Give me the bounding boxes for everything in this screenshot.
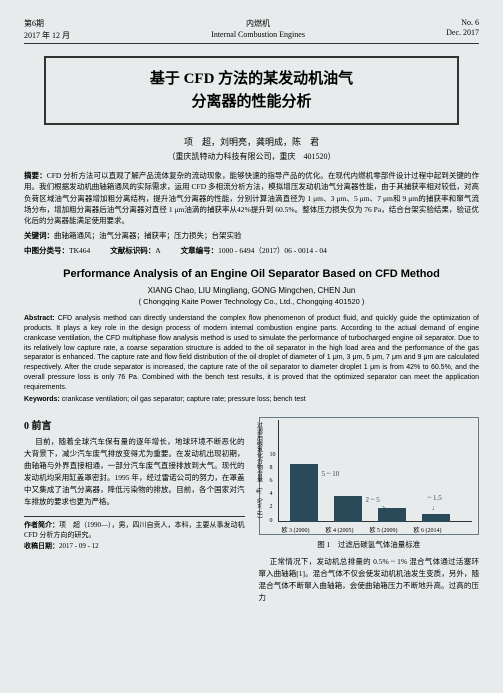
paragraph-2: 正常情况下，发动机总排量的 0.5% ~ 1% 混合气体通过活塞环窜入曲轴箱[1… [259, 556, 480, 604]
affiliation-en: ( Chongqing Kaite Power Technology Co., … [24, 297, 479, 306]
authors-cn: 项 超，刘明亮，龚明成，陈 君 [24, 135, 479, 148]
artno-label: 文章编号： [181, 246, 219, 255]
keywords-cn: 关键词：曲轴箱通风；油气分离器；捕获率；压力损失；台架实验 [24, 230, 479, 241]
ytick: 6 [270, 478, 273, 484]
keywords-cn-text: 曲轴箱通风；油气分离器；捕获率；压力损失；台架实验 [54, 231, 242, 240]
chart-bar [422, 514, 450, 522]
bar-label: 5 ~ 10 [322, 470, 340, 478]
title-en: Performance Analysis of an Engine Oil Se… [24, 268, 479, 280]
clc-label: 中图分类号： [24, 246, 69, 255]
figure-1-chart: 过滤后碳氢化合物含量 （g/（kW·h）） 10 8 6 4 2 0 5 ~ 1… [259, 417, 480, 535]
xtick: 欧 4 (2005) [326, 525, 354, 534]
header-no: No. 6 [446, 18, 479, 27]
keywords-en: Keywords: crankcase ventilation; oil gas… [24, 396, 479, 403]
bar-label: ~ 1.5 [428, 494, 442, 502]
chart-ylabel: 过滤后碳氢化合物含量 （g/（kW·h）） [256, 422, 262, 523]
ytick: 10 [270, 452, 276, 458]
keywords-en-text: crankcase ventilation; oil gas separator… [62, 396, 306, 403]
receive-date-label: 收稿日期： [24, 542, 59, 550]
abstract-cn: 摘要：CFD 分析方法可以直观了解产品流体复杂的流动现象，能够快速的指导产品的优… [24, 170, 479, 226]
doccode-value: A [155, 246, 160, 255]
keywords-cn-label: 关键词： [24, 231, 54, 240]
paragraph-1: 目前，随着全球汽车保有量的逐年增长，地球环境不断恶化的大背景下，减少汽车废气排放… [24, 436, 245, 508]
chart-bar [334, 496, 362, 522]
title-cn-line1: 基于 CFD 方法的某发动机油气 [60, 68, 443, 91]
abstract-cn-text: CFD 分析方法可以直观了解产品流体复杂的流动现象，能够快速的指导产品的优化。在… [24, 171, 479, 225]
page-header: 第6期 2017 年 12 月 内燃机 Internal Combustion … [24, 18, 479, 44]
ytick: 0 [270, 518, 273, 524]
issue-date: 2017 年 12 月 [24, 30, 70, 41]
title-cn-line2: 分离器的性能分析 [60, 91, 443, 114]
artno-value: 1000 - 6494（2017）06 - 0014 - 04 [218, 246, 327, 255]
body-columns: 0 前言 目前，随着全球汽车保有量的逐年增长，地球环境不断恶化的大背景下，减少汽… [24, 417, 479, 604]
clc-value: TK464 [69, 246, 90, 255]
author-bio-label: 作者简介： [24, 521, 59, 529]
arrow-icon: ↓ [432, 504, 436, 512]
figure-1-caption: 图 1 过滤后碳氢气体油量标准 [259, 539, 480, 550]
receive-date: 2017 - 09 - 12 [59, 542, 99, 550]
meta-row: 中图分类号：TK464 文献标识码：A 文章编号：1000 - 6494（201… [24, 245, 479, 256]
abstract-en-label: Abstract: [24, 315, 55, 322]
bar-label: 2 ~ 5 [366, 496, 380, 504]
issue-number: 第6期 [24, 18, 70, 29]
affiliation-cn: （重庆凯特动力科技有限公司，重庆 401520） [24, 151, 479, 162]
abstract-en: Abstract: CFD analysis method can direct… [24, 314, 479, 392]
journal-cn: 内燃机 [211, 18, 305, 29]
xtick: 欧 6 (2014) [414, 525, 442, 534]
xtick: 欧 5 (2009) [370, 525, 398, 534]
chart-bar [378, 508, 406, 522]
chart-bar [290, 464, 318, 522]
section-0-heading: 0 前言 [24, 417, 245, 432]
abstract-cn-label: 摘要： [24, 171, 47, 180]
keywords-en-label: Keywords: [24, 396, 60, 403]
title-box: 基于 CFD 方法的某发动机油气 分离器的性能分析 [44, 56, 459, 125]
chart-yaxis [278, 420, 279, 522]
ytick: 4 [270, 491, 273, 497]
footnote-box: 作者简介：项 超（1990—），男，四川自贡人，本科，主要从事发动机 CFD 分… [24, 516, 245, 552]
ytick: 2 [270, 504, 273, 510]
abstract-en-text: CFD analysis method can directly underst… [24, 315, 479, 391]
header-date-en: Dec. 2017 [446, 28, 479, 37]
journal-en: Internal Combustion Engines [211, 30, 305, 39]
authors-en: XIANG Chao, LIU Mingliang, GONG Mingchen… [24, 286, 479, 295]
xtick: 欧 3 (2000) [282, 525, 310, 534]
doccode-label: 文献标识码： [110, 246, 155, 255]
ytick: 8 [270, 465, 273, 471]
